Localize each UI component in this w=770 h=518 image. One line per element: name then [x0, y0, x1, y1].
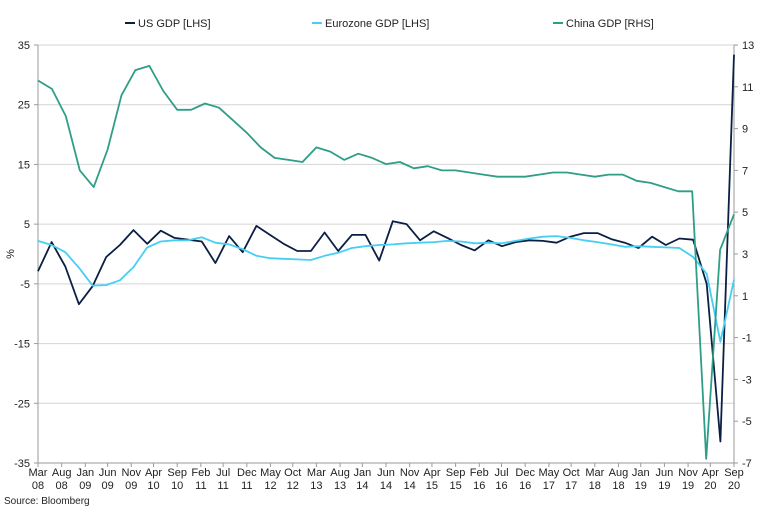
- legend-label-china-gdp: China GDP [RHS]: [566, 18, 654, 30]
- legend-label-us-gdp: US GDP [LHS]: [138, 18, 211, 30]
- y-tick-left-label: -35: [14, 458, 30, 470]
- legend-label-eurozone-gdp: Eurozone GDP [LHS]: [325, 18, 429, 30]
- x-tick-label-year: 10: [171, 480, 183, 492]
- x-tick-label-month: Nov: [400, 467, 420, 479]
- x-tick-label-year: 14: [404, 480, 416, 492]
- x-tick-label-year: 19: [635, 480, 647, 492]
- x-tick-label-year: 14: [356, 480, 368, 492]
- x-tick-label-month: Apr: [145, 467, 162, 479]
- x-tick-label-month: Nov: [678, 467, 698, 479]
- source-note: Source: Bloomberg: [4, 496, 90, 507]
- y-tick-right-label: 5: [742, 207, 748, 219]
- x-tick-label-year: 14: [380, 480, 392, 492]
- legend: US GDP [LHS] Eurozone GDP [LHS] China GDP …: [125, 18, 654, 30]
- x-tick-label-year: 16: [519, 480, 531, 492]
- x-tick-label-year: 13: [310, 480, 322, 492]
- x-tick-label-year: 20: [704, 480, 716, 492]
- y-axis-label: %: [5, 249, 17, 259]
- x-tick-label-year: 08: [32, 480, 44, 492]
- x-tick-label-month: Dec: [237, 467, 257, 479]
- x-tick-label-year: 20: [728, 480, 740, 492]
- x-tick-label-month: Mar: [29, 467, 48, 479]
- x-tick-label-month: Jan: [632, 467, 650, 479]
- china-gdp-line: [37, 65, 735, 460]
- x-tick-label-month: May: [260, 467, 281, 479]
- y-tick-left-label: 25: [18, 100, 30, 112]
- us-gdp-line: [37, 54, 735, 443]
- x-axis-ticks: Mar08Aug08Jan09Jun09Nov09Apr10Sep10Feb11…: [29, 463, 744, 492]
- x-tick-label-month: Oct: [563, 467, 580, 479]
- y-tick-right-label: -1: [742, 333, 752, 345]
- x-tick-label-year: 11: [241, 480, 252, 492]
- x-tick-label-month: Mar: [307, 467, 326, 479]
- eurozone-gdp-line: [37, 235, 735, 343]
- x-tick-label-year: 11: [195, 480, 206, 492]
- x-tick-label-year: 12: [264, 480, 276, 492]
- y-tick-right-label: 11: [742, 82, 753, 94]
- y-tick-left-label: -15: [14, 339, 30, 351]
- x-tick-label-month: Aug: [609, 467, 629, 479]
- x-tick-label-month: Mar: [585, 467, 604, 479]
- x-tick-label-year: 08: [56, 480, 68, 492]
- x-tick-label-year: 09: [125, 480, 137, 492]
- y-axis-right-ticks: 13 11 9 7 5 3 1 -1 -3 -5 -7: [734, 40, 754, 470]
- x-tick-label-year: 16: [473, 480, 485, 492]
- x-tick-label-year: 10: [147, 480, 159, 492]
- x-tick-label-month: Apr: [423, 467, 440, 479]
- y-tick-right-label: 13: [742, 40, 754, 52]
- y-tick-right-label: -7: [742, 458, 752, 470]
- x-tick-label-year: 11: [217, 480, 228, 492]
- x-tick-label-year: 13: [334, 480, 346, 492]
- x-tick-label-year: 12: [287, 480, 299, 492]
- series-lines: [37, 54, 735, 460]
- x-tick-label-month: Aug: [52, 467, 72, 479]
- x-tick-label-year: 16: [495, 480, 507, 492]
- x-tick-label-month: Sep: [446, 467, 466, 479]
- x-tick-label-year: 09: [101, 480, 113, 492]
- y-tick-right-label: 9: [742, 124, 748, 136]
- x-tick-label-year: 19: [658, 480, 670, 492]
- x-tick-label-month: Aug: [330, 467, 350, 479]
- x-tick-label-month: Jan: [353, 467, 371, 479]
- x-tick-label-year: 15: [426, 480, 438, 492]
- y-tick-right-label: 1: [742, 291, 748, 303]
- x-tick-label-year: 15: [449, 480, 461, 492]
- y-tick-left-label: 5: [24, 219, 30, 231]
- x-tick-label-year: 19: [682, 480, 694, 492]
- x-tick-label-month: Jun: [99, 467, 117, 479]
- x-tick-label-month: Jan: [76, 467, 94, 479]
- x-tick-label-month: Apr: [702, 467, 719, 479]
- y-tick-left-label: -25: [14, 398, 30, 410]
- x-tick-label-month: Oct: [284, 467, 301, 479]
- y-tick-right-label: 3: [742, 249, 748, 261]
- y-tick-right-label: -5: [742, 416, 752, 428]
- y-tick-left-label: 15: [18, 159, 30, 171]
- x-tick-label-month: Jul: [495, 467, 509, 479]
- x-tick-label-year: 17: [565, 480, 577, 492]
- x-tick-label-month: Jul: [216, 467, 230, 479]
- x-tick-label-month: Sep: [724, 467, 744, 479]
- x-tick-label-month: Dec: [515, 467, 535, 479]
- y-tick-left-label: -5: [20, 279, 30, 291]
- y-tick-left-label: 35: [18, 40, 30, 52]
- x-tick-label-month: Sep: [167, 467, 187, 479]
- x-tick-label-year: 17: [543, 480, 555, 492]
- y-axis-left-ticks: 35 25 15 5 -5 -15 -25 -35: [14, 40, 38, 470]
- x-tick-label-month: Jun: [656, 467, 674, 479]
- x-tick-label-month: Nov: [121, 467, 141, 479]
- x-tick-label-year: 18: [612, 480, 624, 492]
- x-tick-label-month: May: [538, 467, 559, 479]
- x-tick-label-year: 09: [79, 480, 91, 492]
- y-tick-right-label: -3: [742, 374, 752, 386]
- x-tick-label-month: Jun: [377, 467, 395, 479]
- x-tick-label-year: 18: [589, 480, 601, 492]
- x-tick-label-month: Feb: [191, 467, 210, 479]
- x-tick-label-month: Feb: [470, 467, 489, 479]
- y-tick-right-label: 7: [742, 165, 748, 177]
